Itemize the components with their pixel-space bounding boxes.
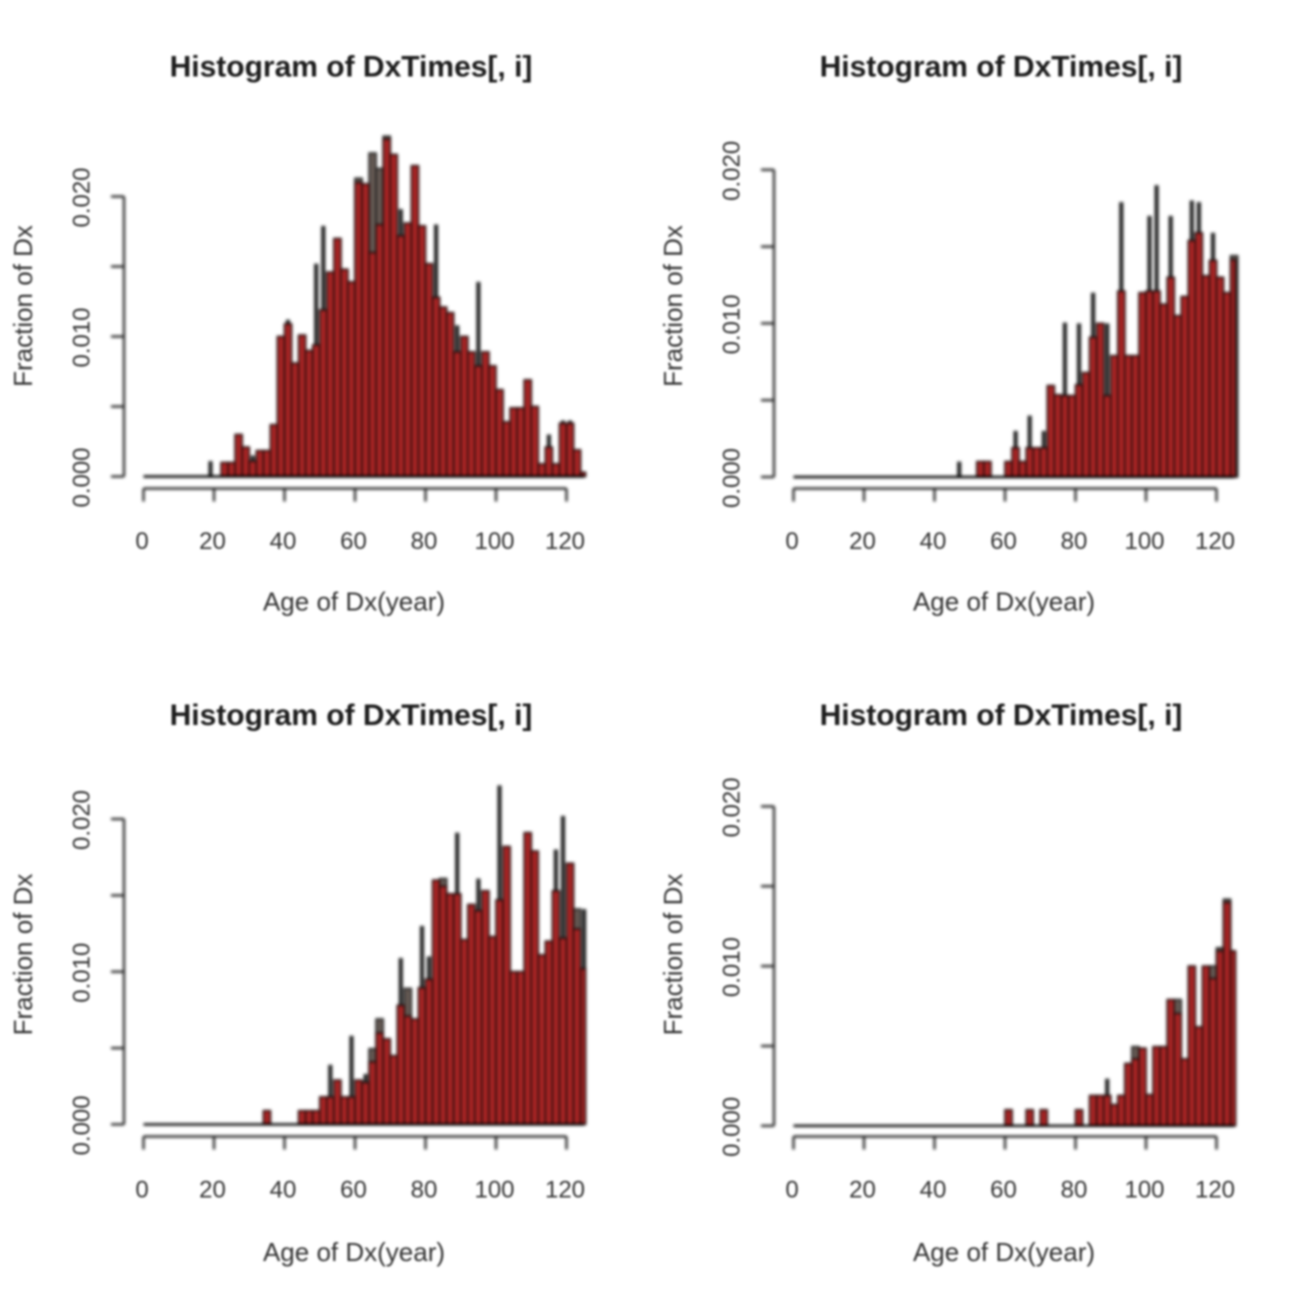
svg-text:0.010: 0.010: [68, 943, 95, 1003]
svg-text:0.010: 0.010: [68, 307, 95, 367]
svg-text:80: 80: [1061, 528, 1088, 555]
svg-text:100: 100: [474, 528, 514, 555]
svg-text:Fraction of Dx: Fraction of Dx: [8, 225, 38, 387]
svg-text:0: 0: [135, 528, 148, 555]
svg-text:60: 60: [340, 1177, 367, 1204]
svg-text:60: 60: [340, 528, 367, 555]
svg-text:0.000: 0.000: [718, 448, 745, 508]
svg-text:120: 120: [1195, 528, 1235, 555]
svg-text:40: 40: [920, 1177, 947, 1204]
svg-text:80: 80: [1061, 1177, 1088, 1204]
svg-text:20: 20: [199, 528, 226, 555]
svg-text:60: 60: [990, 528, 1017, 555]
svg-text:80: 80: [411, 528, 438, 555]
svg-text:0.020: 0.020: [718, 777, 745, 837]
svg-text:Fraction of Dx: Fraction of Dx: [658, 874, 688, 1036]
svg-text:Age of Dx(year): Age of Dx(year): [263, 587, 445, 617]
svg-text:0.010: 0.010: [718, 937, 745, 997]
svg-text:Fraction of Dx: Fraction of Dx: [658, 225, 688, 387]
svg-text:0: 0: [785, 528, 798, 555]
svg-text:Histogram of DxTimes[, i]: Histogram of DxTimes[, i]: [820, 51, 1183, 84]
svg-text:Fraction of Dx: Fraction of Dx: [8, 874, 38, 1036]
svg-text:0: 0: [785, 1177, 798, 1204]
svg-text:40: 40: [270, 1177, 297, 1204]
svg-text:120: 120: [545, 1177, 585, 1204]
svg-text:20: 20: [849, 1177, 876, 1204]
svg-text:0.000: 0.000: [68, 1095, 95, 1155]
svg-text:0.020: 0.020: [68, 790, 95, 850]
svg-text:20: 20: [199, 1177, 226, 1204]
svg-text:0.000: 0.000: [68, 447, 95, 507]
svg-text:Age of Dx(year): Age of Dx(year): [263, 1237, 445, 1267]
svg-text:Histogram of DxTimes[, i]: Histogram of DxTimes[, i]: [820, 699, 1183, 732]
svg-text:80: 80: [411, 1177, 438, 1204]
svg-text:100: 100: [1124, 1177, 1164, 1204]
svg-text:0.020: 0.020: [68, 167, 95, 227]
svg-text:Histogram of DxTimes[, i]: Histogram of DxTimes[, i]: [170, 699, 533, 732]
svg-text:Histogram of DxTimes[, i]: Histogram of DxTimes[, i]: [170, 51, 533, 84]
svg-text:60: 60: [990, 1177, 1017, 1204]
svg-text:0: 0: [135, 1177, 148, 1204]
svg-text:40: 40: [270, 528, 297, 555]
svg-text:100: 100: [1124, 528, 1164, 555]
svg-text:Age of Dx(year): Age of Dx(year): [913, 587, 1095, 617]
svg-text:Age of Dx(year): Age of Dx(year): [913, 1237, 1095, 1267]
svg-text:0.000: 0.000: [718, 1097, 745, 1157]
svg-text:40: 40: [920, 528, 947, 555]
svg-text:100: 100: [474, 1177, 514, 1204]
svg-text:120: 120: [1195, 1177, 1235, 1204]
svg-text:0.010: 0.010: [718, 294, 745, 354]
svg-text:0.020: 0.020: [718, 141, 745, 201]
svg-text:20: 20: [849, 528, 876, 555]
svg-text:120: 120: [545, 528, 585, 555]
